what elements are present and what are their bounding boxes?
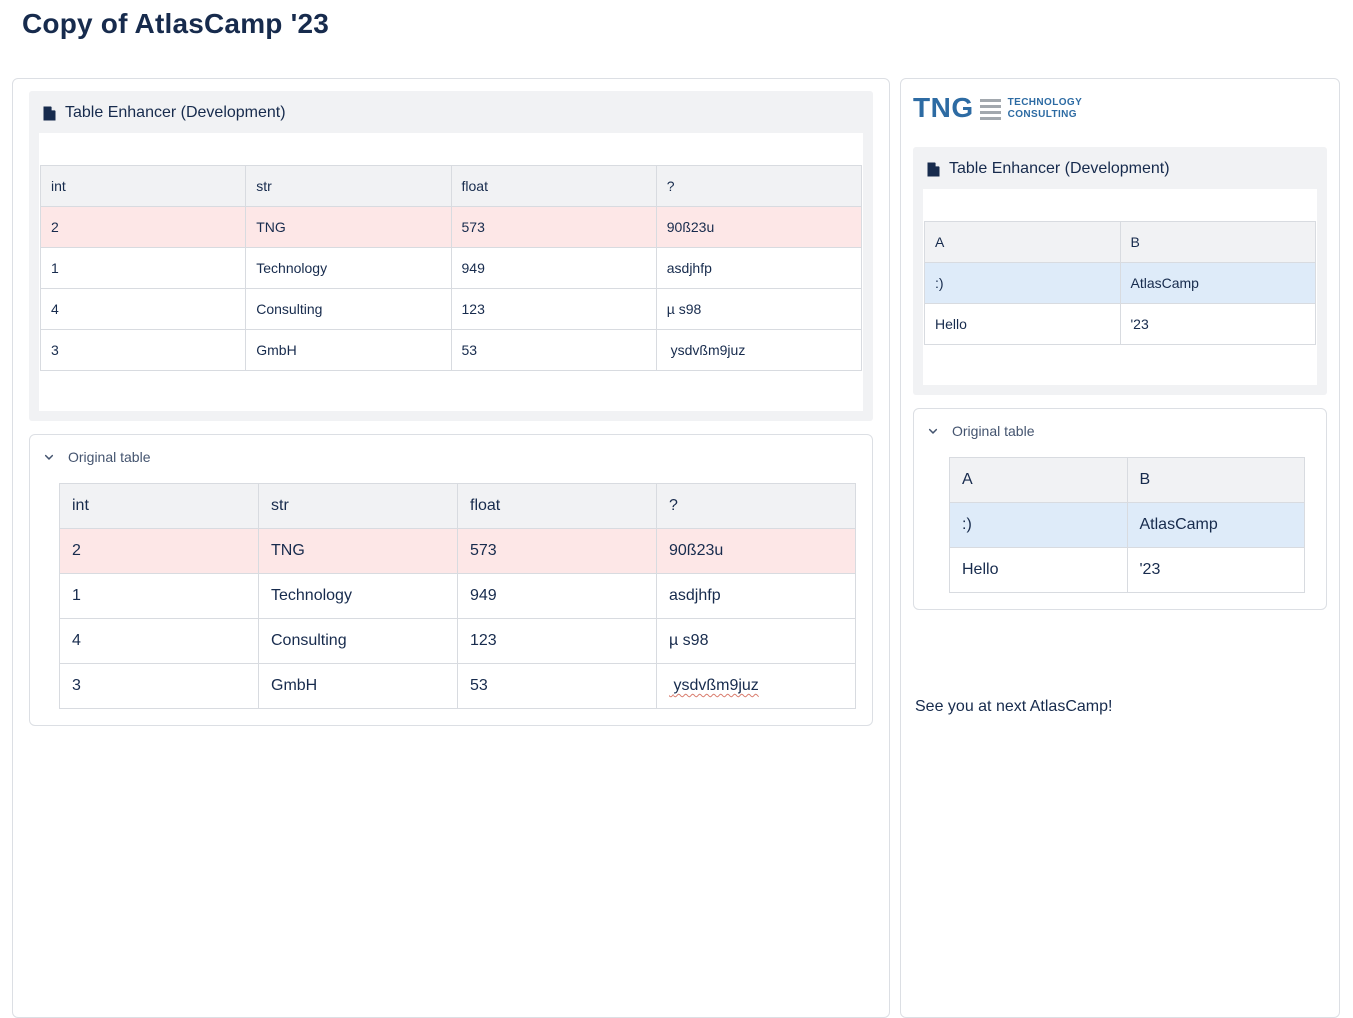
- table-cell: 573: [457, 528, 657, 574]
- table-cell: Hello: [924, 303, 1121, 345]
- table-cell: asdjhfp: [656, 573, 856, 619]
- table-cell: µ s98: [656, 618, 856, 664]
- document-icon: [927, 162, 940, 177]
- table-cell: 4: [39, 288, 247, 330]
- chevron-down-icon: [926, 424, 940, 438]
- table-cell: '23: [1126, 547, 1305, 593]
- table-row: :) AtlasCamp: [924, 262, 1316, 304]
- table-cell: Technology: [258, 573, 458, 619]
- table-cell: ysdvßm9juz: [655, 329, 863, 371]
- table-cell: 2: [39, 206, 247, 248]
- table-enhancer-macro: Table Enhancer (Development) int str float…: [29, 91, 873, 421]
- table-row: 4 Consulting 123 µ s98: [39, 288, 863, 330]
- macro-body: int str float? 2 TNG 573 90ß23u 1 Technology 949 a…: [39, 133, 863, 411]
- table-cell: 90ß23u: [656, 528, 856, 574]
- table-cell: Consulting: [258, 618, 458, 664]
- original-table-expand-right: Original table A B:) AtlasCamp Hello '23: [913, 408, 1327, 610]
- table-cell: 949: [450, 247, 657, 289]
- column-header: str: [245, 165, 452, 207]
- column-header: B: [1119, 221, 1316, 263]
- table-cell: 53: [450, 329, 657, 371]
- table-cell: asdjhfp: [655, 247, 863, 289]
- expand-label: Original table: [68, 449, 151, 465]
- macro-title: Table Enhancer (Development): [949, 160, 1170, 177]
- table-row: 1 Technology 949 asdjhfp: [39, 247, 863, 289]
- original-table-left: int str float? 2 TNG 573 90ß23u 1 Technology 949 a…: [59, 483, 856, 709]
- column-header: ?: [655, 165, 863, 207]
- macro-title: Table Enhancer (Development): [65, 104, 286, 121]
- table-cell: GmbH: [245, 329, 452, 371]
- table-cell: AtlasCamp: [1126, 502, 1305, 548]
- table-cell: Consulting: [245, 288, 452, 330]
- table-cell: Technology: [245, 247, 452, 289]
- table-cell: AtlasCamp: [1119, 262, 1316, 304]
- right-content-card: TNG TECHNOLOGY CONSULTING Table Enhancer…: [900, 78, 1340, 1018]
- footer-note: See you at next AtlasCamp!: [915, 698, 1113, 715]
- table-row: 2 TNG 573 90ß23u: [39, 206, 863, 248]
- table-cell: 3: [59, 663, 259, 709]
- tng-logo-text: TNG: [913, 92, 974, 123]
- table-cell: '23: [1119, 303, 1316, 345]
- table-row: 3 GmbH 53 ysdvßm9juz: [39, 329, 863, 371]
- table-cell: GmbH: [258, 663, 458, 709]
- table-cell: :): [949, 502, 1128, 548]
- column-header: A: [924, 221, 1121, 263]
- document-icon: [43, 106, 56, 121]
- column-header: float: [457, 483, 657, 529]
- table-row: Hello '23: [924, 303, 1316, 345]
- table-cell: 3: [39, 329, 247, 371]
- table-enhancer-macro: Table Enhancer (Development) A B:) AtlasCa…: [913, 147, 1327, 395]
- macro-header: Table Enhancer (Development): [923, 157, 1317, 181]
- original-table-expand-left: Original table int str float? 2 TNG 573 90ß23u…: [29, 434, 873, 726]
- table-cell: 573: [450, 206, 657, 248]
- enhanced-table-left: int str float? 2 TNG 573 90ß23u 1 Technology 949 a…: [39, 165, 863, 371]
- table-row: 3 GmbH 53 ysdvßm9juz: [59, 663, 856, 709]
- column-header: str: [258, 483, 458, 529]
- tng-logo-caption: TECHNOLOGY CONSULTING: [1007, 97, 1083, 120]
- column-header: B: [1126, 457, 1305, 503]
- table-cell: 4: [59, 618, 259, 664]
- expand-toggle[interactable]: Original table: [42, 447, 856, 467]
- table-cell: 2: [59, 528, 259, 574]
- table-cell: 53: [457, 663, 657, 709]
- chevron-down-icon: [42, 450, 56, 464]
- column-header: int: [59, 483, 259, 529]
- table-row: 2 TNG 573 90ß23u: [59, 528, 856, 574]
- table-cell: 949: [457, 573, 657, 619]
- expand-toggle[interactable]: Original table: [926, 421, 1310, 441]
- macro-header: Table Enhancer (Development): [39, 101, 863, 125]
- tng-logo-bars-icon: [979, 98, 1001, 120]
- expand-label: Original table: [952, 423, 1035, 439]
- table-cell: :): [924, 262, 1121, 304]
- column-header: int: [39, 165, 247, 207]
- table-cell: 90ß23u: [655, 206, 863, 248]
- column-header: float: [450, 165, 657, 207]
- enhanced-table-right: A B:) AtlasCamp Hello '23: [924, 221, 1316, 345]
- column-header: A: [949, 457, 1128, 503]
- macro-body: A B:) AtlasCamp Hello '23: [923, 189, 1317, 385]
- table-cell: µ s98: [655, 288, 863, 330]
- table-row: Hello '23: [949, 547, 1305, 593]
- column-header: ?: [656, 483, 856, 529]
- original-table-right: A B:) AtlasCamp Hello '23: [949, 457, 1305, 593]
- table-cell: TNG: [245, 206, 452, 248]
- table-cell: 123: [457, 618, 657, 664]
- table-row: 1 Technology 949 asdjhfp: [59, 573, 856, 619]
- table-cell: Hello: [949, 547, 1128, 593]
- table-cell: 1: [39, 247, 247, 289]
- table-row: 4 Consulting 123 µ s98: [59, 618, 856, 664]
- table-cell: 1: [59, 573, 259, 619]
- left-content-card: Table Enhancer (Development) int str float…: [12, 78, 890, 1018]
- tng-logo: TNG TECHNOLOGY CONSULTING: [913, 93, 1327, 123]
- table-row: :) AtlasCamp: [949, 502, 1305, 548]
- page-title: Copy of AtlasCamp '23: [22, 8, 329, 39]
- table-cell: TNG: [258, 528, 458, 574]
- table-cell: 123: [450, 288, 657, 330]
- table-cell: ysdvßm9juz: [656, 663, 856, 709]
